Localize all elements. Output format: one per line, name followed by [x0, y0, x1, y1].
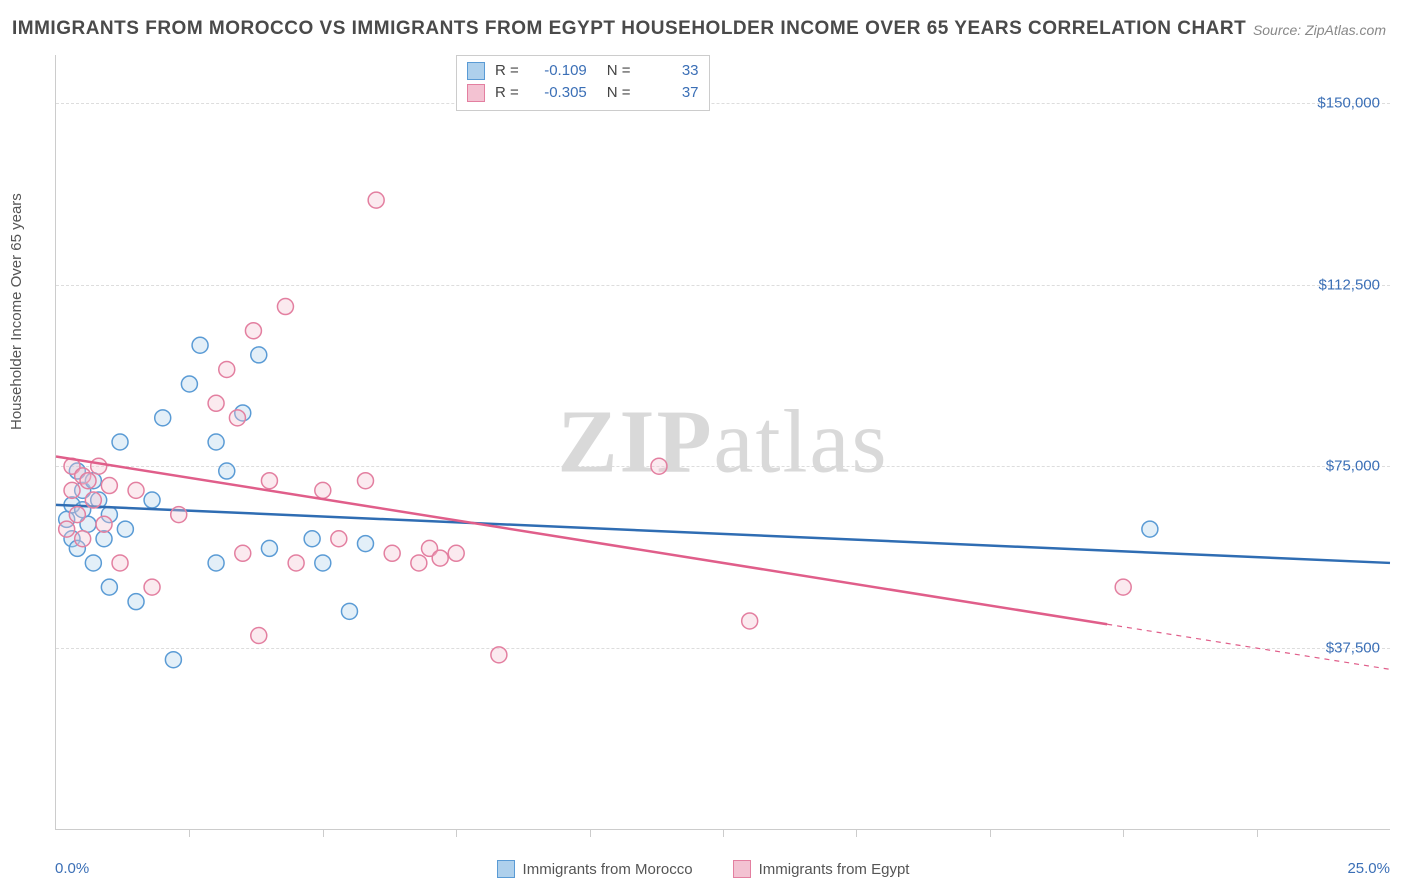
data-point — [411, 555, 427, 571]
data-point — [128, 482, 144, 498]
source-label: Source: — [1253, 22, 1301, 38]
stat-n-label: N = — [607, 60, 631, 82]
data-point — [304, 531, 320, 547]
data-point — [208, 434, 224, 450]
data-point — [155, 410, 171, 426]
data-point — [1142, 521, 1158, 537]
data-point — [245, 323, 261, 339]
stat-r-label: R = — [495, 60, 519, 82]
data-point — [235, 545, 251, 561]
data-point — [85, 492, 101, 508]
x-tick — [456, 829, 457, 837]
data-point — [59, 521, 75, 537]
x-tick — [590, 829, 591, 837]
data-point — [384, 545, 400, 561]
stats-row: R = -0.305 N = 37 — [467, 82, 699, 104]
data-point — [208, 395, 224, 411]
data-point — [491, 647, 507, 663]
correlation-stats-box: R = -0.109 N = 33 R = -0.305 N = 37 — [456, 55, 710, 111]
data-point — [96, 531, 112, 547]
trend-line — [56, 457, 1107, 625]
legend: Immigrants from Morocco Immigrants from … — [0, 860, 1406, 878]
data-point — [251, 347, 267, 363]
data-point — [171, 507, 187, 523]
data-point — [75, 531, 91, 547]
data-point — [277, 299, 293, 315]
data-point — [208, 555, 224, 571]
swatch-icon — [497, 860, 515, 878]
data-point — [64, 482, 80, 498]
data-point — [85, 555, 101, 571]
x-tick — [189, 829, 190, 837]
y-axis-title: Householder Income Over 65 years — [8, 193, 25, 430]
data-point — [368, 192, 384, 208]
data-point — [448, 545, 464, 561]
data-point — [128, 594, 144, 610]
source-value: ZipAtlas.com — [1305, 22, 1386, 38]
data-point — [315, 482, 331, 498]
chart-title: IMMIGRANTS FROM MOROCCO VS IMMIGRANTS FR… — [12, 18, 1246, 40]
swatch-icon — [467, 62, 485, 80]
chart-svg — [56, 55, 1390, 829]
x-tick — [1257, 829, 1258, 837]
data-point — [261, 540, 277, 556]
legend-label: Immigrants from Morocco — [523, 861, 693, 878]
plot-area: ZIPatlas R = -0.109 N = 33 R = -0.305 N … — [55, 55, 1390, 830]
stats-row: R = -0.109 N = 33 — [467, 60, 699, 82]
data-point — [144, 579, 160, 595]
x-tick — [990, 829, 991, 837]
data-point — [331, 531, 347, 547]
data-point — [69, 507, 85, 523]
trend-line — [56, 505, 1390, 563]
data-point — [192, 337, 208, 353]
stat-n-value: 33 — [639, 60, 699, 82]
data-point — [181, 376, 197, 392]
data-point — [315, 555, 331, 571]
data-point — [112, 555, 128, 571]
data-point — [112, 434, 128, 450]
source-attribution: Source: ZipAtlas.com — [1253, 22, 1386, 38]
data-point — [288, 555, 304, 571]
x-tick — [856, 829, 857, 837]
data-point — [341, 603, 357, 619]
data-point — [80, 473, 96, 489]
swatch-icon — [467, 84, 485, 102]
data-point — [219, 361, 235, 377]
legend-label: Immigrants from Egypt — [759, 861, 910, 878]
trend-line-extrapolated — [1107, 624, 1390, 669]
data-point — [229, 410, 245, 426]
x-tick — [323, 829, 324, 837]
x-tick — [1123, 829, 1124, 837]
stat-r-value: -0.305 — [527, 82, 587, 104]
data-point — [357, 473, 373, 489]
data-point — [101, 579, 117, 595]
data-point — [165, 652, 181, 668]
data-point — [432, 550, 448, 566]
data-point — [251, 628, 267, 644]
x-tick — [723, 829, 724, 837]
legend-item: Immigrants from Morocco — [497, 860, 693, 878]
stat-n-label: N = — [607, 82, 631, 104]
data-point — [261, 473, 277, 489]
data-point — [1115, 579, 1131, 595]
data-point — [651, 458, 667, 474]
data-point — [91, 458, 107, 474]
stat-n-value: 37 — [639, 82, 699, 104]
stat-r-label: R = — [495, 82, 519, 104]
stat-r-value: -0.109 — [527, 60, 587, 82]
legend-item: Immigrants from Egypt — [733, 860, 910, 878]
data-point — [357, 536, 373, 552]
data-point — [742, 613, 758, 629]
data-point — [101, 478, 117, 494]
data-point — [117, 521, 133, 537]
data-point — [219, 463, 235, 479]
swatch-icon — [733, 860, 751, 878]
data-point — [144, 492, 160, 508]
data-point — [96, 516, 112, 532]
